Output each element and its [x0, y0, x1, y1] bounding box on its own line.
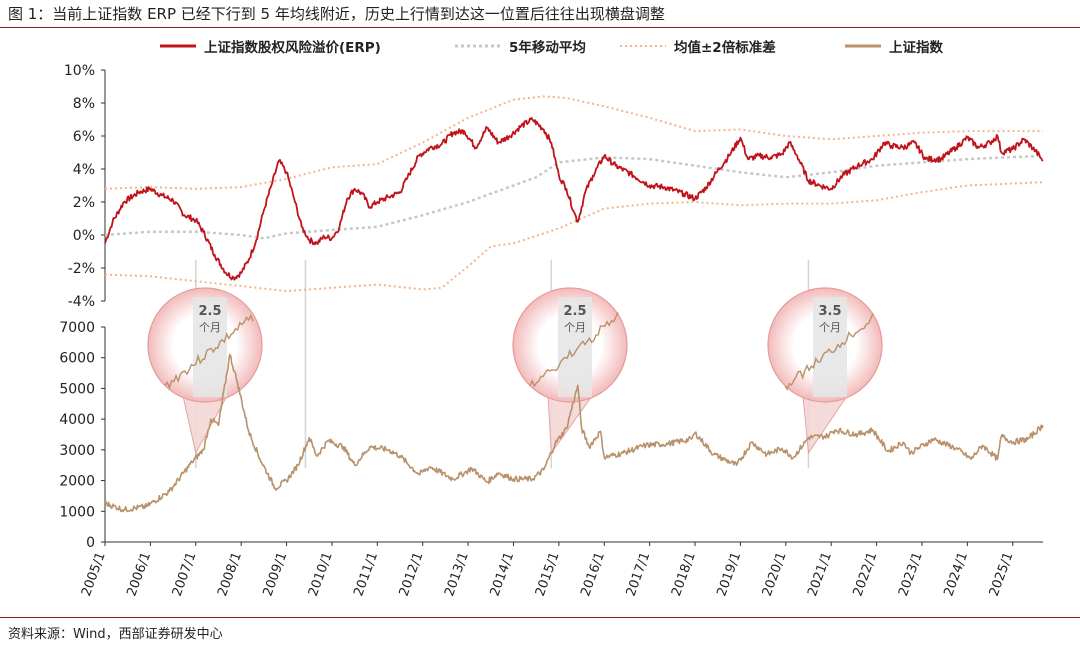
index-y-tick-label: 5000 [59, 381, 95, 397]
legend-swatch-index [845, 44, 881, 48]
legend-label-erp: 上证指数股权风险溢价(ERP) [204, 40, 381, 56]
x-tick-label: 2025/1 [987, 550, 1017, 598]
erp-y-tick-label: 8% [73, 96, 95, 112]
zoom-shade [813, 297, 847, 397]
x-tick-label: 2010/1 [306, 550, 336, 598]
annotation-layer-front: 2.5 个月 2.5 个月 3.5 个月 [198, 304, 841, 334]
chart-title: 图 1：当前上证指数 ERP 已经下行到 5 年均线附近，历史上行情到达这一位置… [8, 5, 665, 23]
x-tick-label: 2012/1 [397, 550, 427, 598]
x-tick-label: 2013/1 [442, 550, 472, 598]
legend-label-ma5: 5年移动平均 [509, 40, 586, 56]
title-divider [0, 27, 1080, 28]
index-y-tick-label: 1000 [59, 504, 95, 520]
index-y-tick-label: 2000 [59, 474, 95, 490]
band-lower-line [104, 181, 1044, 293]
zoom-shade [193, 297, 227, 397]
zoom-label: 2.5 [198, 304, 221, 319]
x-tick-label: 2019/1 [714, 550, 744, 598]
x-tick-label: 2018/1 [669, 550, 699, 598]
zoom-sublabel: 个月 [564, 321, 586, 334]
x-tick-label: 2011/1 [351, 550, 381, 598]
x-tick-label: 2006/1 [124, 550, 154, 598]
erp-y-tick-label: 0% [73, 228, 95, 244]
erp-y-tick-label: 6% [73, 129, 95, 145]
erp-y-tick-label: -2% [68, 261, 95, 277]
legend-item-band: 均值±2倍标准差 [620, 36, 776, 56]
zoom-callout [512, 287, 628, 455]
legend-label-index: 上证指数 [889, 40, 943, 56]
zoom-shade [558, 297, 592, 397]
legend-item-erp: 上证指数股权风险溢价(ERP) [160, 36, 381, 56]
index-y-tick-label: 3000 [59, 443, 95, 459]
band-upper-line [104, 95, 1043, 190]
legend-swatch-erp [160, 44, 196, 48]
erp-line [104, 117, 1044, 281]
zoom-pointer [802, 395, 848, 455]
zoom-mini-line [529, 312, 619, 388]
erp-y-tick-label: 10% [64, 63, 95, 79]
index-line [104, 353, 1044, 513]
x-tick-label: 2023/1 [896, 550, 926, 598]
x-tick-label: 2014/1 [487, 550, 517, 598]
legend-label-band: 均值±2倍标准差 [674, 40, 776, 56]
x-tick-label: 2005/1 [79, 550, 109, 598]
x-tick-label: 2020/1 [760, 550, 790, 598]
legend-swatch-ma5 [455, 44, 501, 48]
index-y-tick-label: 7000 [59, 320, 95, 336]
legend-item-ma5: 5年移动平均 [455, 36, 586, 56]
x-tick-label: 2021/1 [805, 550, 835, 598]
zoom-sublabel: 个月 [819, 321, 841, 334]
legend: 上证指数股权风险溢价(ERP) 5年移动平均 均值±2倍标准差 上证指数 [0, 36, 1080, 62]
zoom-label: 2.5 [563, 304, 586, 319]
footer-divider [0, 617, 1080, 618]
zoom-sublabel: 个月 [199, 321, 221, 334]
zoom-label: 3.5 [818, 304, 841, 319]
x-tick-label: 2022/1 [851, 550, 881, 598]
ma5-line [104, 154, 1044, 240]
x-tick-label: 2008/1 [215, 550, 245, 598]
x-tick-label: 2015/1 [533, 550, 563, 598]
annotation-layer-back [147, 287, 883, 455]
x-tick-label: 2016/1 [578, 550, 608, 598]
zoom-callout [767, 287, 883, 455]
x-tick-label: 2009/1 [261, 550, 291, 598]
index-y-tick-label: 4000 [59, 412, 95, 428]
index-y-tick-label: 0 [86, 535, 95, 551]
series-layer [104, 95, 1044, 513]
erp-y-tick-label: -4% [68, 294, 95, 310]
erp-y-tick-label: 2% [73, 195, 95, 211]
erp-y-tick-label: 4% [73, 162, 95, 178]
zoom-callout [147, 287, 263, 455]
chart-canvas: 10% 8% 6% 4% 2% 0% -2% -4% 7000 6000 5000 4000 3000 2… [59, 63, 1044, 598]
zoom-mini-line [784, 313, 874, 391]
x-tick-label: 2007/1 [170, 550, 200, 598]
x-tick-label: 2017/1 [624, 550, 654, 598]
zoom-mini-line [164, 313, 254, 390]
source-note: 资料来源：Wind，西部证券研发中心 [8, 627, 223, 642]
x-tick-label: 2024/1 [941, 550, 971, 598]
index-y-tick-label: 6000 [59, 351, 95, 367]
legend-item-index: 上证指数 [845, 36, 943, 56]
